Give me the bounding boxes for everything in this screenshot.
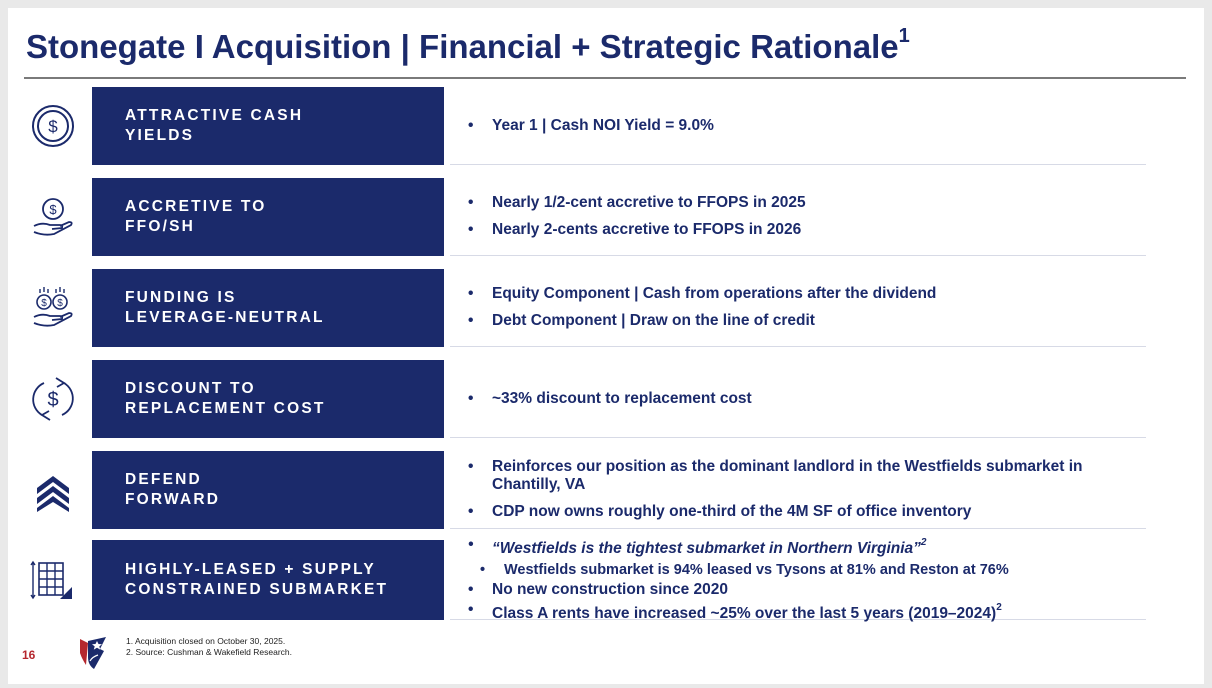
hand-coins-icon: $ $ — [26, 269, 80, 347]
bullet-item: Nearly 2-cents accretive to FFOPS in 202… — [468, 221, 1146, 239]
content-defend: Reinforces our position as the dominant … — [450, 451, 1146, 529]
bullet-item: Year 1 | Cash NOI Yield = 9.0% — [468, 117, 1146, 135]
hand-dollar-icon: $ — [26, 178, 80, 256]
company-logo — [76, 635, 108, 676]
rationale-row-defend: DEFEND FORWARD Reinforces our position a… — [8, 451, 1204, 529]
building-grid-icon — [26, 540, 80, 620]
rationale-row-cash-yields: $ ATTRACTIVE CASH YIELDS Year 1 | Cash N… — [8, 87, 1204, 165]
rationale-row-discount: $ DISCOUNT TO REPLACEMENT COST ~33% disc… — [8, 360, 1204, 438]
bullet-item: ~33% discount to replacement cost — [468, 390, 1146, 408]
svg-text:$: $ — [49, 202, 57, 217]
svg-text:$: $ — [47, 389, 58, 411]
label-funding: FUNDING IS LEVERAGE-NEUTRAL — [92, 269, 444, 347]
sub-bullet-item: Westfields submarket is 94% leased vs Ty… — [468, 561, 1146, 579]
content-cash-yields: Year 1 | Cash NOI Yield = 9.0% — [450, 87, 1146, 165]
bullet-item: No new construction since 2020 — [468, 581, 1146, 599]
slide-title: Stonegate I Acquisition | Financial + St… — [26, 25, 910, 65]
bullet-item: “Westfields is the tightest submarket in… — [468, 536, 1146, 558]
svg-text:$: $ — [57, 298, 63, 309]
content-supply: “Westfields is the tightest submarket in… — [450, 536, 1146, 623]
label-cash-yields: ATTRACTIVE CASH YIELDS — [92, 87, 444, 165]
bullet-item: Equity Component | Cash from operations … — [468, 285, 1146, 303]
content-funding: Equity Component | Cash from operations … — [450, 269, 1146, 347]
footnote-1: 1. Acquisition closed on October 30, 202… — [126, 636, 286, 646]
content-accretive: Nearly 1/2-cent accretive to FFOPS in 20… — [450, 178, 1146, 256]
footnote-2: 2. Source: Cushman & Wakefield Research. — [126, 647, 292, 657]
rationale-row-funding: $ $ FUNDING IS LEVERAGE-NEUTRAL Equity C… — [8, 269, 1204, 347]
rationale-row-supply: HIGHLY-LEASED + SUPPLY CONSTRAINED SUBMA… — [8, 536, 1204, 623]
page-number: 16 — [22, 648, 36, 662]
label-supply: HIGHLY-LEASED + SUPPLY CONSTRAINED SUBMA… — [92, 540, 444, 620]
title-footnote-marker: 1 — [898, 25, 910, 47]
dollar-coin-icon: $ — [26, 87, 80, 165]
bullet-item: Class A rents have increased ~25% over t… — [468, 601, 1146, 623]
footnotes: 1. Acquisition closed on October 30, 202… — [126, 636, 292, 658]
title-divider — [24, 77, 1186, 79]
content-discount: ~33% discount to replacement cost — [450, 360, 1146, 438]
bullet-item: CDP now owns roughly one-third of the 4M… — [468, 503, 1146, 521]
svg-text:$: $ — [41, 298, 47, 309]
label-discount: DISCOUNT TO REPLACEMENT COST — [92, 360, 444, 438]
rationale-row-accretive: $ ACCRETIVE TO FFO/SH Nearly 1/2-cent ac… — [8, 178, 1204, 256]
chevrons-up-icon — [26, 451, 80, 529]
label-accretive: ACCRETIVE TO FFO/SH — [92, 178, 444, 256]
svg-text:$: $ — [48, 117, 58, 136]
slide: Stonegate I Acquisition | Financial + St… — [8, 8, 1204, 684]
bullet-item: Reinforces our position as the dominant … — [468, 458, 1146, 494]
label-defend: DEFEND FORWARD — [92, 451, 444, 529]
dollar-cycle-icon: $ — [26, 360, 80, 438]
bullet-item: Nearly 1/2-cent accretive to FFOPS in 20… — [468, 194, 1146, 212]
bullet-item: Debt Component | Draw on the line of cre… — [468, 312, 1146, 330]
